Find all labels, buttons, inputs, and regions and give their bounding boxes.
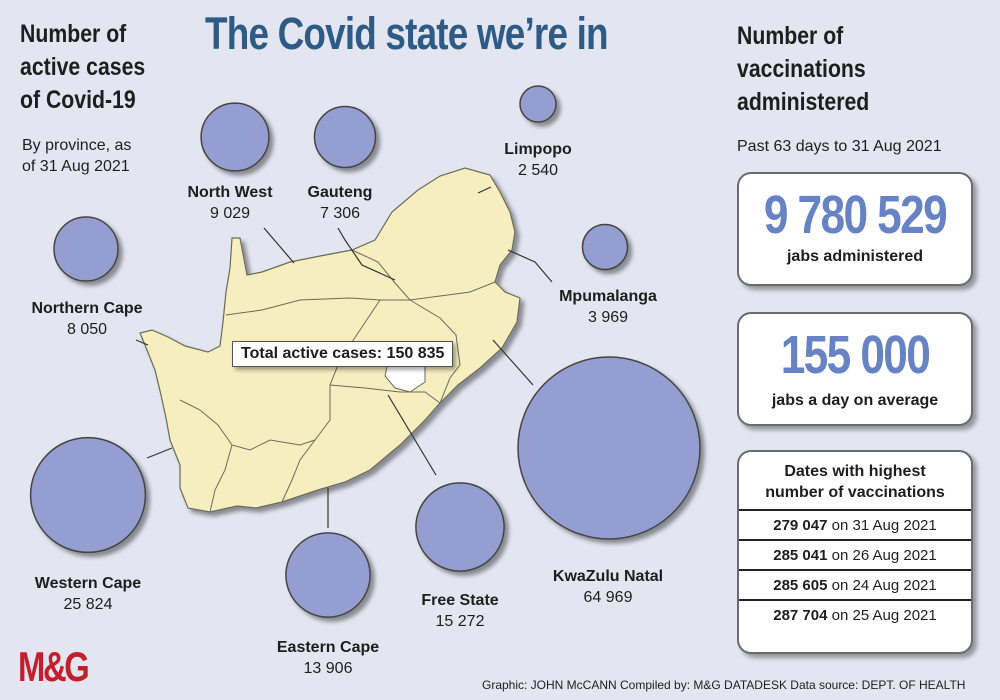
vaccinations-heading: Number of vaccinations administered <box>737 22 870 116</box>
label-mpumalanga: Mpumalanga 3 969 <box>559 288 657 326</box>
page-title: The Covid state we’re in <box>205 8 609 59</box>
label-eastern-cape: Eastern Cape 13 906 <box>276 639 380 677</box>
south-africa-map <box>139 167 521 513</box>
jabs-per-day-number: 155 000 <box>780 325 931 385</box>
jabs-administered-card: 9 780 529 jabs administered <box>737 172 973 286</box>
label-northern-cape: Northern Cape 8 050 <box>31 300 143 338</box>
total-active-cases-box: Total active cases: 150 835 <box>232 341 454 367</box>
label-free-state: Free State 15 272 <box>421 592 499 630</box>
label-kwazulu-natal: KwaZulu Natal 64 969 <box>552 568 664 606</box>
jabs-administered-number: 9 780 529 <box>763 185 948 245</box>
top-dates-card: Dates with highest number of vaccination… <box>737 450 973 654</box>
active-cases-subtitle: By province, as of 31 Aug 2021 <box>22 137 132 175</box>
bubble-eastern-cape <box>285 532 371 618</box>
jabs-per-day-card: 155 000 jabs a day on average <box>737 312 973 426</box>
bubble-mpumalanga <box>581 223 629 271</box>
province-border <box>179 399 316 451</box>
bubble-free-state <box>415 482 505 572</box>
jabs-administered-label: jabs administered <box>786 248 924 265</box>
label-limpopo: Limpopo 2 540 <box>504 141 572 179</box>
credits: Graphic: JOHN McCANN Compiled by: M&G DA… <box>482 678 966 692</box>
jabs-per-day-label: jabs a day on average <box>771 392 939 409</box>
active-cases-heading: Number of active cases of Covid-19 <box>20 20 146 114</box>
bubble-gauteng <box>313 105 377 169</box>
leader-lines <box>135 186 553 528</box>
bubble-north-west <box>200 102 270 172</box>
date-row: 285 605 on 24 Aug 2021 <box>739 569 971 599</box>
date-row: 279 047 on 31 Aug 2021 <box>739 509 971 539</box>
label-north-west: North West 9 029 <box>187 184 273 222</box>
bubble-limpopo <box>519 85 557 123</box>
province-border <box>209 444 233 513</box>
province-border <box>225 297 410 316</box>
province-border <box>409 299 461 404</box>
top-dates-heading: Dates with highest number of vaccination… <box>765 463 945 501</box>
bubble-kwazulu-natal <box>517 356 701 540</box>
label-gauteng: Gauteng 7 306 <box>307 184 373 222</box>
case-bubbles <box>29 85 701 618</box>
date-row: 287 704 on 25 Aug 2021 <box>739 599 971 629</box>
label-western-cape: Western Cape 25 824 <box>34 575 142 613</box>
date-row: 285 041 on 26 Aug 2021 <box>739 539 971 569</box>
bubble-western-cape <box>29 436 147 554</box>
mg-logo: M&G <box>18 643 90 690</box>
vaccinations-subtitle: Past 63 days to 31 Aug 2021 <box>737 138 942 155</box>
bubble-northern-cape <box>53 216 119 282</box>
province-border <box>329 384 441 404</box>
province-border <box>281 299 381 503</box>
